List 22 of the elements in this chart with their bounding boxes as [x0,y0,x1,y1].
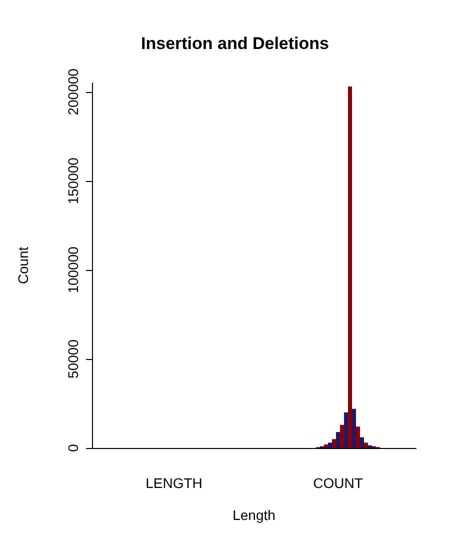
bar [340,424,344,448]
x-tick-label: LENGTH [146,475,202,491]
bar [328,442,332,448]
bar [348,86,352,448]
y-tick-label: 200000 [65,68,81,116]
bar [344,412,348,448]
x-tick-label: COUNT [313,475,364,491]
y-tick-label: 100000 [65,246,81,294]
bar [336,432,340,448]
bar [352,408,356,448]
y-tick-label: 0 [65,444,81,452]
y-tick-label: 50000 [65,339,81,378]
bar [360,437,364,448]
bar [324,444,328,448]
bar [332,439,336,448]
bar [364,442,368,448]
y-tick-label: 150000 [65,157,81,204]
bar [356,426,360,448]
bar [368,445,372,448]
y-axis-title: Count [15,246,31,284]
chart-title: Insertion and Deletions [141,34,329,53]
x-axis-title: Length [232,507,276,523]
